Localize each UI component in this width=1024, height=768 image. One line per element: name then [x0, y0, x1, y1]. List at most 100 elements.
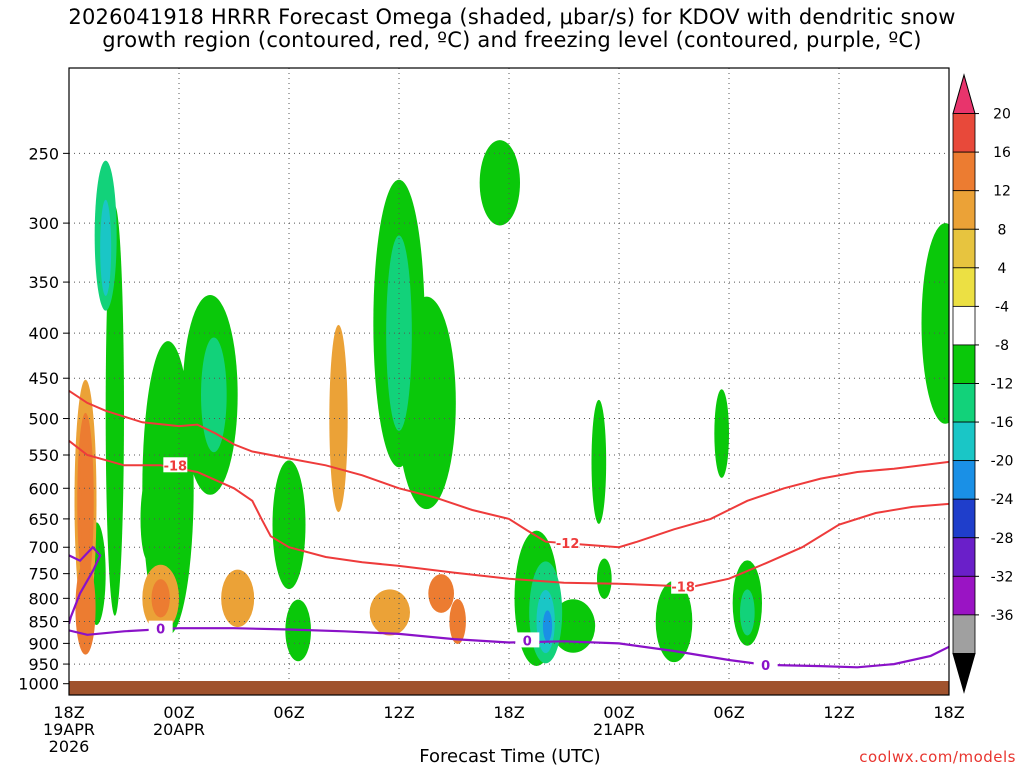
- colorbar-box-5: [952, 267, 976, 307]
- colorbar-label-3: 8: [998, 222, 1007, 238]
- omega-shade-12: [591, 399, 607, 524]
- colorbar-label-8: -16: [991, 415, 1014, 431]
- x-tick-label-3-1: 12Z: [383, 703, 414, 722]
- y-tick-label-850: 850: [28, 613, 59, 632]
- title-line-1: 2026041918 HRRR Forecast Omega (shaded, …: [68, 5, 956, 29]
- chart-title: 2026041918 HRRR Forecast Omega (shaded, …: [0, 6, 1024, 52]
- dgz-label-1b: -18: [671, 581, 695, 596]
- omega-shade-25: [369, 589, 411, 636]
- freezing-label-a-bg: [148, 620, 173, 636]
- y-tick-label-250: 250: [28, 144, 59, 163]
- colorbar-label-11: -28: [991, 531, 1014, 547]
- x-tick-label-1-2: 20APR: [153, 720, 205, 739]
- dgz-label-0-bg: [555, 534, 580, 550]
- colorbar-label-10: -24: [991, 492, 1014, 508]
- colorbar-box-8: [952, 383, 976, 423]
- omega-shade-30: [100, 199, 112, 296]
- colorbar-box-7: [952, 344, 976, 384]
- x-tick-label-0-1: 18Z: [53, 703, 84, 722]
- colorbar-label-12: -32: [991, 569, 1014, 585]
- omega-shade-5: [272, 460, 306, 590]
- colorbar-label-0: 20: [993, 107, 1011, 123]
- y-tick-label-650: 650: [28, 510, 59, 529]
- x-tick-label-6-1: 06Z: [713, 703, 744, 722]
- omega-shade-22: [221, 569, 255, 628]
- x-tick-label-2-1: 06Z: [273, 703, 304, 722]
- omega-shade-32: [428, 574, 454, 613]
- y-tick-label-550: 550: [28, 446, 59, 465]
- freezing-level-line-low: [69, 545, 102, 625]
- x-tick-label-4-1: 18Z: [493, 703, 524, 722]
- y-tick-label-350: 350: [28, 273, 59, 292]
- x-axis-label: Forecast Time (UTC): [419, 746, 601, 767]
- colorbar-label-13: -36: [991, 608, 1014, 624]
- colorbar-box-15: [952, 652, 976, 694]
- y-tick-label-700: 700: [28, 538, 59, 557]
- omega-shade-9: [479, 140, 520, 226]
- plot-frame: [68, 67, 950, 696]
- title-line-2: growth region (contoured, red, ºC) and f…: [102, 28, 922, 52]
- dgz-label-1b-bg: [671, 578, 696, 594]
- x-tick-label-5-1: 00Z: [603, 703, 634, 722]
- colorbar-box-0: [952, 73, 976, 115]
- omega-shade-2: [142, 341, 194, 636]
- omega-shade-37: [81, 476, 90, 526]
- colorbar-box-1: [952, 113, 976, 153]
- freezing-label-b: 0: [523, 634, 532, 649]
- dgz-contour-0: [69, 389, 949, 549]
- freezing-label-b-bg: [515, 632, 540, 648]
- y-tick-label-950: 950: [28, 655, 59, 674]
- omega-shade-15: [714, 389, 730, 478]
- ground-bar: [69, 681, 949, 695]
- x-tick-label-1-1: 00Z: [163, 703, 194, 722]
- colorbar-label-4: 4: [998, 261, 1007, 277]
- omega-shade-8: [397, 296, 456, 510]
- colorbar-box-6: [952, 305, 976, 346]
- colorbar-label-2: 12: [993, 184, 1011, 200]
- dgz-label-1a: -18: [164, 459, 188, 474]
- freezing-label-a: 0: [156, 623, 165, 638]
- colorbar-box-9: [952, 421, 976, 462]
- omega-shade-27: [740, 589, 755, 636]
- omega-shade-11: [551, 599, 596, 653]
- colorbar-box-13: [952, 575, 976, 616]
- omega-shade-4: [105, 205, 125, 616]
- dgz-label-0: -12: [556, 537, 580, 552]
- colorbar-label-6: -8: [995, 338, 1009, 354]
- freezing-level-line: [69, 627, 949, 669]
- omega-shade-17: [921, 223, 949, 424]
- x-tick-label-0-3: 2026: [49, 737, 90, 756]
- y-tick-label-500: 500: [28, 410, 59, 429]
- omega-shade-13: [597, 558, 612, 599]
- dgz-label-1a-bg: [163, 457, 188, 473]
- x-tick-label-5-2: 21APR: [593, 720, 645, 739]
- colorbar-box-10: [952, 460, 976, 500]
- omega-shade-29: [75, 560, 96, 655]
- x-tick-label-8-1: 18Z: [933, 703, 964, 722]
- colorbar-box-14: [952, 614, 976, 654]
- y-tick-label-400: 400: [28, 324, 59, 343]
- y-tick-label-300: 300: [28, 214, 59, 233]
- colorbar-box-4: [952, 228, 976, 269]
- omega-shade-36: [542, 610, 553, 642]
- credit-link[interactable]: coolwx.com/models: [859, 748, 1016, 766]
- colorbar-label-9: -20: [991, 454, 1014, 470]
- x-tick-label-0-2: 19APR: [43, 720, 95, 739]
- y-tick-label-750: 750: [28, 565, 59, 584]
- y-tick-label-450: 450: [28, 369, 59, 388]
- colorbar-box-12: [952, 537, 976, 577]
- colorbar-box-11: [952, 498, 976, 539]
- y-tick-label-600: 600: [28, 479, 59, 498]
- y-tick-label-900: 900: [28, 634, 59, 653]
- colorbar-box-3: [952, 190, 976, 230]
- dgz-contour-1: [69, 440, 949, 588]
- omega-shade-33: [449, 598, 466, 645]
- colorbar-label-5: -4: [995, 299, 1009, 315]
- omega-shade-21: [201, 337, 227, 453]
- omega-shade-31: [151, 579, 170, 618]
- colorbar-box-2: [952, 151, 976, 192]
- freezing-label-c-bg: [753, 656, 778, 672]
- freezing-label-c: 0: [761, 659, 770, 674]
- y-tick-label-1000: 1000: [18, 675, 59, 694]
